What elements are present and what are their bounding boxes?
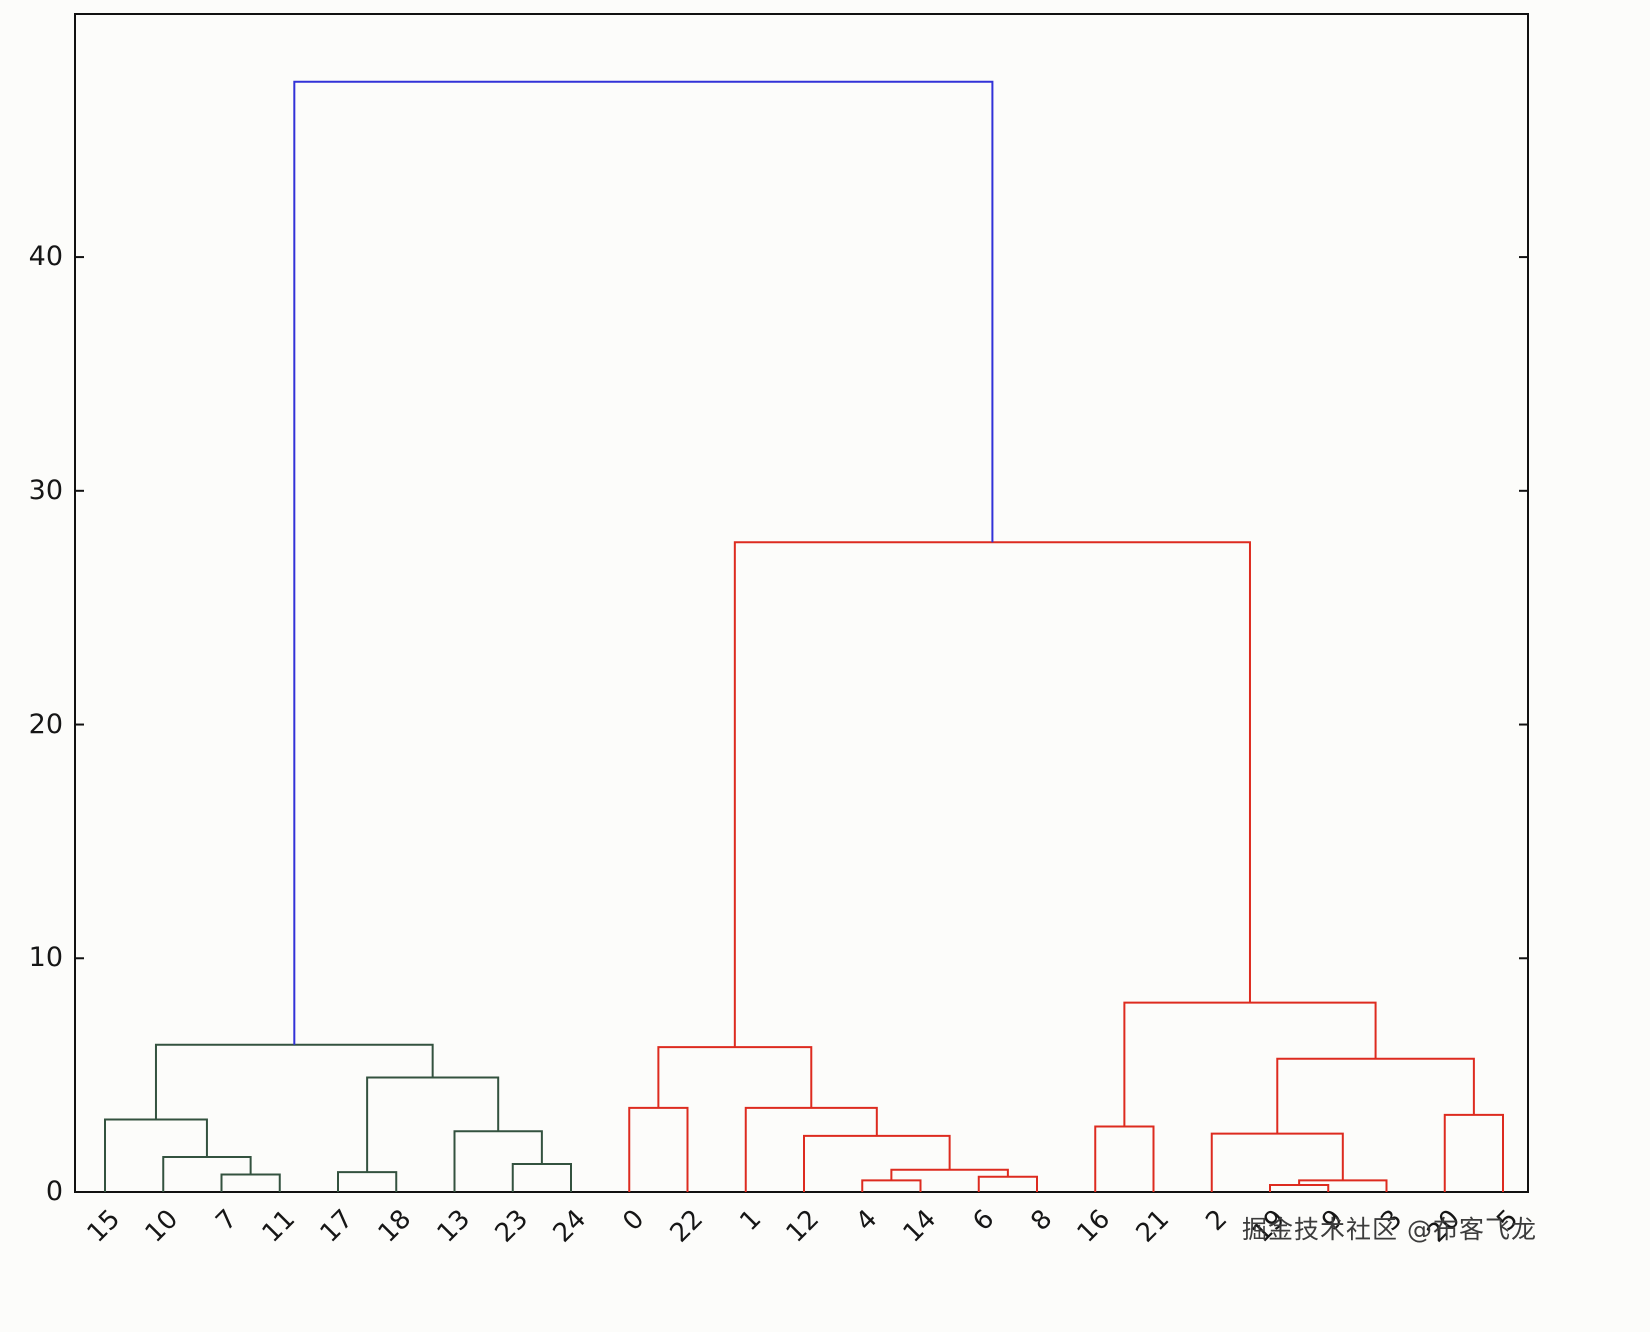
dendrogram-link bbox=[1269, 1183, 1330, 1192]
dendrogram-link bbox=[293, 80, 994, 1045]
dendrogram-link bbox=[220, 1173, 281, 1192]
dendrogram-link bbox=[154, 1043, 434, 1120]
dendrogram-link bbox=[733, 541, 1251, 1048]
plot-border bbox=[74, 13, 1529, 1193]
dendrogram-link bbox=[861, 1179, 922, 1192]
dendrogram-link bbox=[977, 1175, 1038, 1192]
dendrogram-link bbox=[657, 1046, 813, 1108]
dendrogram-link bbox=[366, 1076, 500, 1173]
dendrogram-link bbox=[1210, 1132, 1344, 1192]
dendrogram-link bbox=[628, 1106, 689, 1192]
dendrogram-link bbox=[1298, 1179, 1388, 1192]
dendrogram-link bbox=[890, 1168, 1009, 1181]
dendrogram-link bbox=[1123, 1001, 1377, 1127]
dendrogram-link bbox=[803, 1134, 951, 1192]
dendrogram-link bbox=[104, 1118, 208, 1192]
dendrogram-link bbox=[453, 1130, 543, 1192]
dendrogram-link bbox=[511, 1162, 572, 1192]
dendrogram-link bbox=[1443, 1113, 1504, 1192]
dendrogram-link bbox=[337, 1171, 398, 1192]
dendrogram-link bbox=[744, 1106, 878, 1192]
watermark: 掘金技术社区 @布客飞龙 bbox=[1242, 1215, 1537, 1244]
dendrogram-link bbox=[1094, 1125, 1155, 1192]
